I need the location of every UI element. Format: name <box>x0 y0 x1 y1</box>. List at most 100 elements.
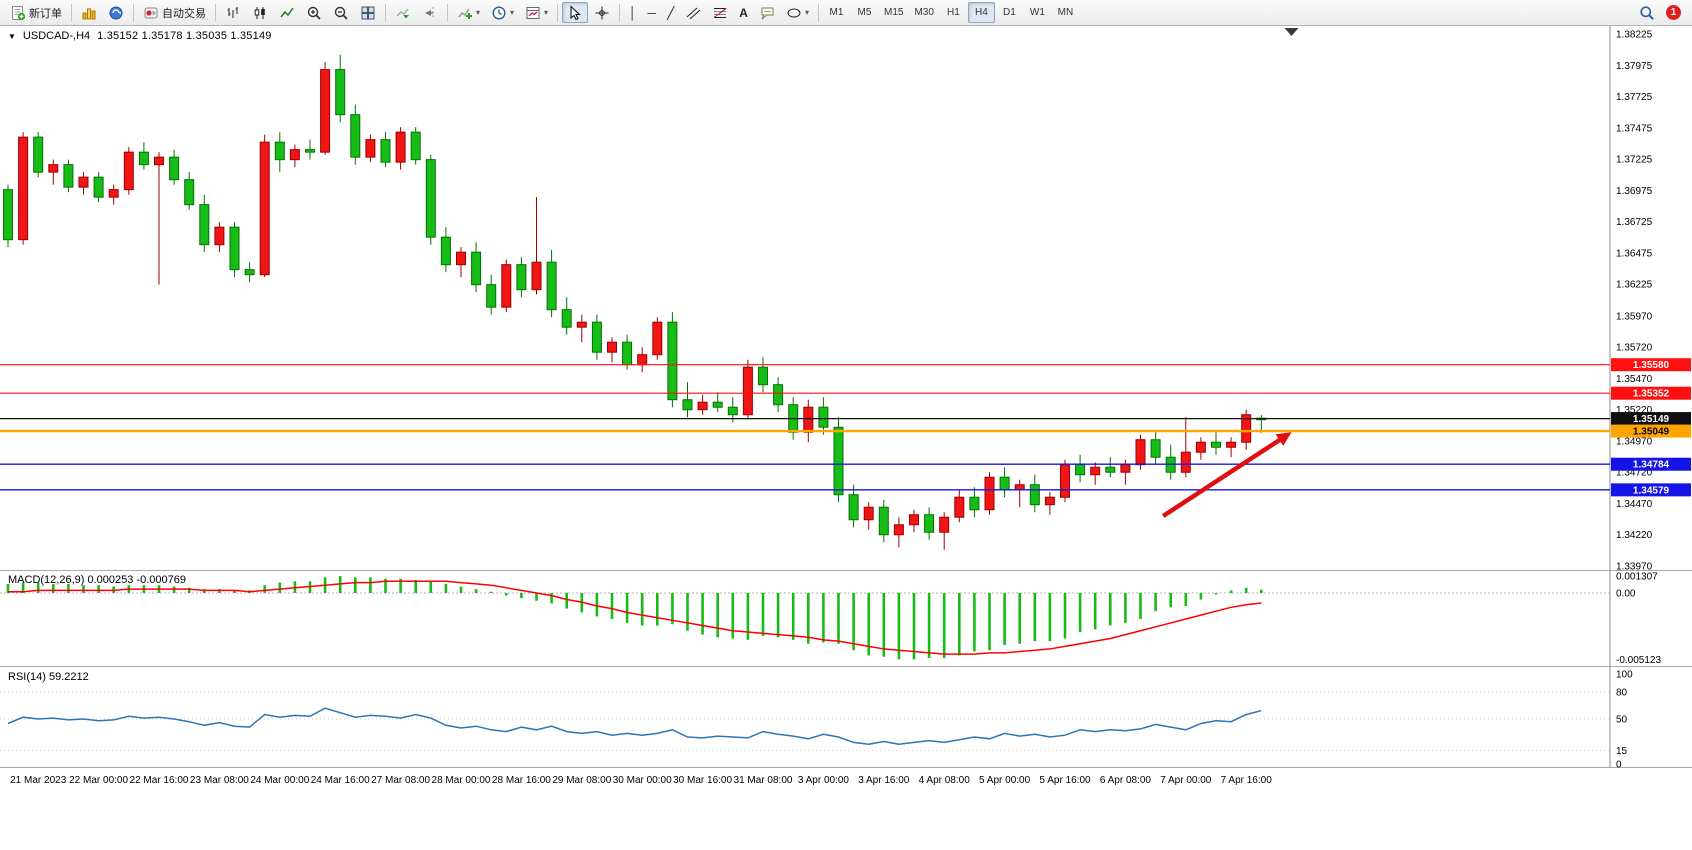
candle-down <box>63 164 74 188</box>
candle-down <box>3 189 13 241</box>
candle-down <box>1105 466 1116 473</box>
toolbar-separator <box>619 3 621 22</box>
autotrading-button[interactable]: 自动交易 <box>138 2 211 23</box>
candle-up <box>637 354 648 366</box>
candle-down <box>486 284 497 308</box>
svg-text:1.34579: 1.34579 <box>1633 485 1670 496</box>
tile-windows-button[interactable] <box>355 2 381 23</box>
chart-shift-button[interactable] <box>417 2 443 23</box>
vertical-line-button[interactable]: │ <box>624 2 642 23</box>
candle-up <box>984 476 995 511</box>
cursor-button[interactable] <box>562 2 589 23</box>
candlestick-chart-button[interactable] <box>247 2 273 23</box>
candle-up <box>501 264 512 308</box>
candle-up <box>365 139 376 158</box>
timeframe-d1-button[interactable]: D1 <box>996 2 1023 23</box>
timeframe-m15-button[interactable]: M15 <box>879 2 908 23</box>
svg-text:100: 100 <box>1616 670 1633 681</box>
timeframe-label: M15 <box>883 7 904 18</box>
price-axis[interactable]: 1.38225 1.37975 1.37725 1.37475 1.37225 1.369… <box>1616 30 1653 573</box>
timeframe-w1-button[interactable]: W1 <box>1024 2 1051 23</box>
templates-icon <box>526 6 540 19</box>
candle-up <box>803 406 814 433</box>
periods-button[interactable]: ▾ <box>486 2 519 23</box>
search-button[interactable] <box>1634 2 1660 23</box>
timeframe-h1-button[interactable]: H1 <box>940 2 967 23</box>
trend-arrow[interactable] <box>1161 432 1292 518</box>
candle-down <box>999 476 1010 491</box>
indicators-button[interactable]: ▾ <box>452 2 485 23</box>
text-button[interactable]: A <box>734 2 753 23</box>
notification-badge[interactable]: 1 <box>1666 5 1681 20</box>
candle-down <box>833 426 844 496</box>
svg-text:7 Apr 16:00: 7 Apr 16:00 <box>1221 775 1273 786</box>
zoom-in-button[interactable] <box>301 2 327 23</box>
svg-text:6 Apr 08:00: 6 Apr 08:00 <box>1100 775 1152 786</box>
line-chart-button[interactable] <box>274 2 300 23</box>
svg-text:1.37975: 1.37975 <box>1616 61 1653 72</box>
trendline-button[interactable]: ╱ <box>662 2 679 23</box>
channel-button[interactable] <box>680 2 706 23</box>
autotrading-label: 自动交易 <box>162 7 206 20</box>
svg-text:1.37225: 1.37225 <box>1616 155 1653 166</box>
time-axis[interactable]: 21 Mar 2023 22 Mar 00:00 22 Mar 16:00 23 Ma… <box>10 775 1272 786</box>
candle-down <box>93 176 104 198</box>
new-order-icon <box>12 5 26 20</box>
fibonacci-button[interactable] <box>707 2 733 23</box>
candle-down <box>305 149 315 153</box>
chevron-down-icon: ▾ <box>510 7 515 17</box>
shapes-icon <box>787 8 801 17</box>
zoom-out-button[interactable] <box>328 2 354 23</box>
svg-text:1.36975: 1.36975 <box>1616 186 1653 197</box>
chart-shift-marker[interactable] <box>1284 28 1299 36</box>
crosshair-button[interactable] <box>589 2 615 23</box>
candle-up <box>863 506 874 521</box>
line-chart-icon <box>280 7 294 17</box>
chart-canvas[interactable]: 1.38225 1.37975 1.37725 1.37475 1.37225 1.369… <box>0 26 1692 850</box>
toolbar-separator <box>215 3 216 22</box>
candle-up <box>214 226 225 246</box>
svg-text:31 Mar 08:00: 31 Mar 08:00 <box>734 775 793 786</box>
timeframe-m1-button[interactable]: M1 <box>823 2 850 23</box>
auto-scroll-button[interactable] <box>390 2 416 23</box>
new-chart-icon <box>82 8 96 19</box>
timeframe-h4-button[interactable]: H4 <box>967 2 995 23</box>
timeframe-m30-button[interactable]: M30 <box>909 2 938 23</box>
timeframe-label: M30 <box>914 7 934 18</box>
price-lines[interactable]: 1.35580 1.35352 1.35149 1.35049 1.34784 1.345… <box>0 358 1691 497</box>
candle-down <box>335 69 346 116</box>
svg-text:5 Apr 00:00: 5 Apr 00:00 <box>979 775 1031 786</box>
candle-up <box>289 149 300 161</box>
candle-down <box>969 496 980 511</box>
one-click-trading-arrow[interactable]: ▼ <box>8 31 16 41</box>
candle-up <box>742 366 753 416</box>
trendline-icon: ╱ <box>667 5 675 20</box>
templates-button[interactable]: ▾ <box>520 2 553 23</box>
bar-chart-button[interactable] <box>220 2 246 23</box>
candle-up <box>1120 464 1131 473</box>
profiles-button[interactable] <box>103 2 129 23</box>
candle-down <box>924 514 935 533</box>
candle-up <box>652 321 663 356</box>
clock-icon <box>492 5 506 20</box>
candle-up <box>893 524 904 536</box>
new-order-button[interactable]: 新订单 <box>5 2 67 23</box>
toolbar-separator <box>71 3 72 22</box>
timeframe-m5-button[interactable]: M5 <box>851 2 878 23</box>
label-button[interactable] <box>754 2 780 23</box>
profiles-icon <box>109 6 123 19</box>
candle-down <box>184 179 195 206</box>
shapes-button[interactable]: ▾ <box>781 2 814 23</box>
candle-down <box>516 264 527 291</box>
svg-text:1.37475: 1.37475 <box>1616 123 1653 134</box>
candle-down <box>818 406 829 428</box>
new-chart-button[interactable] <box>76 2 102 23</box>
svg-text:29 Mar 08:00: 29 Mar 08:00 <box>552 775 611 786</box>
candle-down <box>1075 464 1086 476</box>
zoom-in-icon <box>307 6 321 20</box>
rsi-pane: 100 80 50 15 0 <box>0 670 1633 771</box>
timeframe-mn-button[interactable]: MN <box>1052 2 1079 23</box>
horizontal-line-button[interactable]: ─ <box>643 2 662 23</box>
candle-down <box>440 236 451 266</box>
candle-down <box>878 506 889 536</box>
